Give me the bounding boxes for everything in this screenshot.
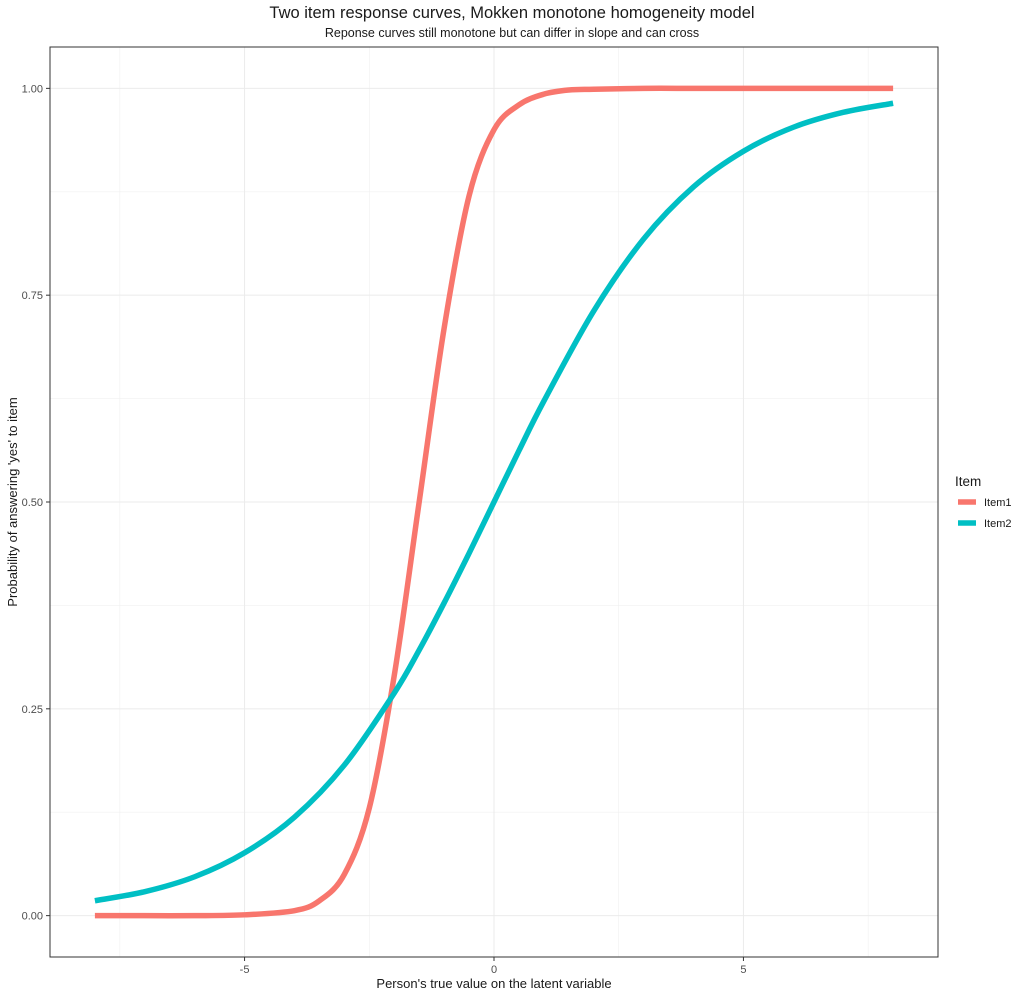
x-axis-title: Person's true value on the latent variab… [376,976,611,991]
y-tick-label: 1.00 [22,83,43,95]
legend-title: Item [955,474,981,489]
y-tick-label: 0.50 [22,497,43,509]
series-line-item2 [94,100,894,904]
series-line-item1 [94,85,894,919]
y-tick-label: 0.00 [22,911,43,923]
axis-ticks: -5 0 5 0.00 0.25 0.50 0.75 1.00 [22,83,747,976]
series-layer [94,85,894,919]
legend-label-item1: Item1 [984,497,1012,509]
y-tick-label: 0.75 [22,290,43,302]
legend: Item Item1 Item2 [955,474,1012,530]
x-tick-label: 0 [491,964,497,976]
chart-title: Two item response curves, Mokken monoton… [269,4,755,22]
legend-label-item2: Item2 [984,518,1012,530]
x-tick-label: 5 [740,964,746,976]
x-tick-label: -5 [240,964,250,976]
y-axis-title: Probability of answering 'yes' to item [5,397,20,606]
y-tick-label: 0.25 [22,704,43,716]
chart-subtitle: Reponse curves still monotone but can di… [324,26,700,40]
